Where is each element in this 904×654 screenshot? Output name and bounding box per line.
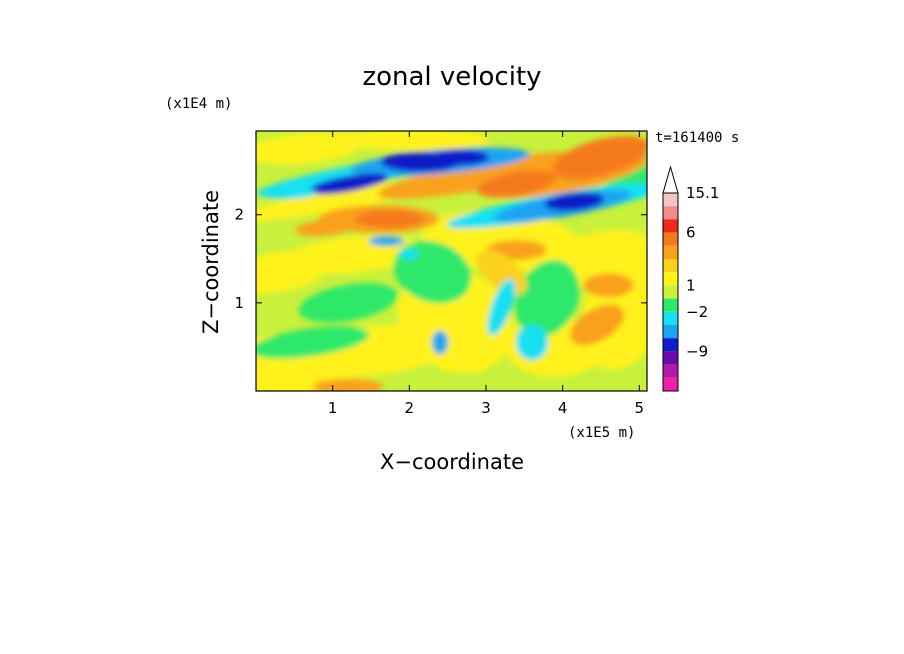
field-blob [355,210,426,229]
colorbar-swatch [663,272,678,286]
colorbar-swatch [663,245,678,259]
colorbar-extend-arrow [662,165,679,194]
field-blob [313,378,383,391]
field-blob [429,149,490,166]
colorbar-swatch [663,338,678,352]
x-axis-label: X−coordinate [380,450,524,474]
y-axis: 12 [234,206,647,312]
field-blob [377,151,595,199]
colorbar-swatch [663,325,678,339]
colorbar-label: −9 [686,342,708,360]
field-blob [432,330,448,355]
y-axis-label: Z−coordinate [199,190,223,334]
x-scale-label: (x1E5 m) [568,425,635,441]
field-blob [515,260,580,337]
colorbar-swatch [663,206,678,220]
field-blob [487,278,516,336]
x-tick-label: 1 [328,399,338,417]
chart-title: zonal velocity [362,62,541,92]
colorbar-label: 6 [686,224,696,242]
colorbar-swatch [663,219,678,233]
colorbar-swatch [663,311,678,325]
colorbar-swatch [663,193,678,207]
colorbar-label: −2 [686,303,708,321]
x-tick-label: 2 [405,399,415,417]
field-blob [298,283,398,323]
y-tick-label: 2 [234,206,244,224]
heatmap-field [256,131,647,391]
colorbar-swatch [663,377,678,391]
y-tick-label: 1 [234,294,244,312]
field-blob [295,219,355,237]
x-tick-label: 5 [635,399,645,417]
field-blob [308,173,388,195]
colorbar-swatch [663,232,678,246]
time-label: t=161400 s [655,130,739,146]
field-blob [256,326,370,359]
field-blob [552,135,647,180]
field-blob [256,186,317,199]
field-blob [399,249,420,260]
field-blob [368,236,405,247]
colorbar-swatch [663,351,678,365]
colorbar: 15.1 6 1 −2 −9 [662,165,719,392]
colorbar-swatch [663,298,678,312]
field-blobs [256,131,647,391]
field-blob [329,131,490,150]
colorbar-frame [662,192,679,392]
colorbar-swatch [663,259,678,273]
field-blob [544,192,605,211]
y-scale-label: (x1E4 m) [165,96,232,112]
colorbar-label: 15.1 [686,184,719,202]
colorbar-label: 1 [686,276,696,294]
x-tick-label: 3 [481,399,491,417]
field-blob [477,170,557,198]
plot-frame [255,130,648,392]
x-axis: 1 2 3 4 5 [328,131,644,417]
field-blob [583,273,634,298]
x-tick-label: 4 [558,399,568,417]
colorbar-swatch [663,285,678,299]
colorbar-swatch [663,364,678,378]
field-blob [516,324,548,361]
field-blob [569,304,625,346]
